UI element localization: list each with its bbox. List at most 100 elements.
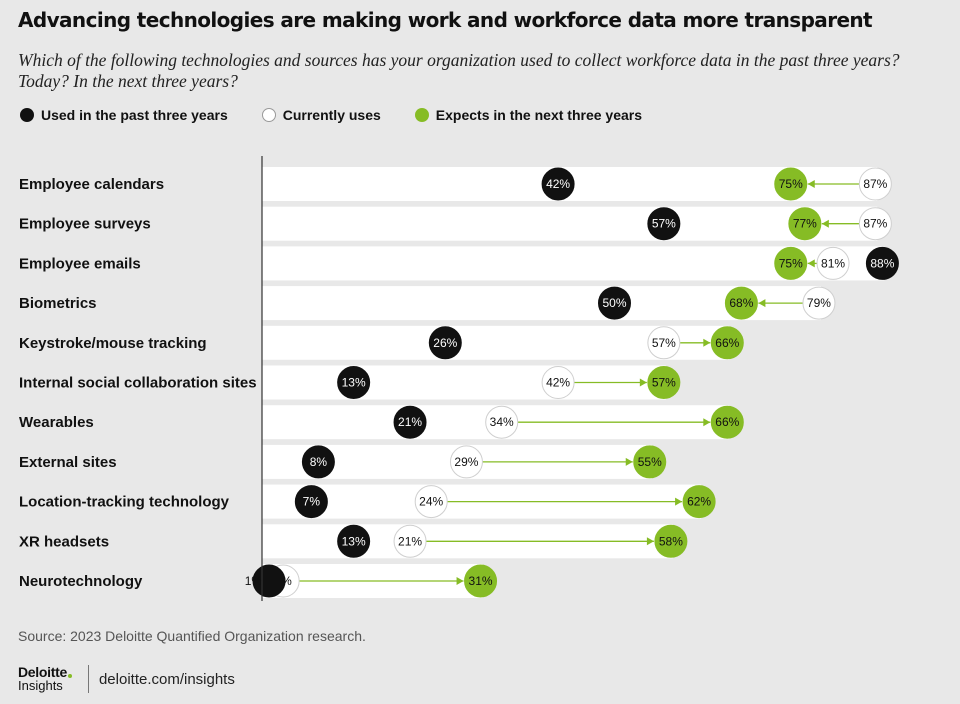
value-label-current-xr-headsets: 21% [398, 534, 422, 548]
dot-past-biometrics [598, 286, 631, 320]
dot-past-employee-surveys [647, 207, 681, 241]
row-label-xr-headsets: XR headsets [19, 533, 109, 550]
arrow-head-xr-headsets [646, 537, 654, 546]
dot-past-employee-calendars [541, 167, 575, 201]
dot-current-employee-emails [816, 246, 850, 280]
dot-past-internal-social-collaboration-sites [337, 366, 371, 399]
row-label-keystroke-mouse-tracking: Keystroke/mouse tracking [19, 335, 207, 352]
dot-future-location-tracking-technology [682, 485, 716, 519]
legend-item-future: Expects in the next three years [414, 107, 642, 123]
value-label-current-biometrics: 79% [807, 296, 831, 310]
dot-future-biometrics [724, 286, 758, 320]
value-label-future-employee-emails: 75% [779, 256, 803, 270]
dot-past-xr-headsets [337, 524, 371, 558]
value-label-current-wearables: 34% [490, 415, 514, 429]
value-label-past-employee-calendars: 42% [546, 177, 570, 191]
legend-item-current: Currently uses [261, 107, 381, 123]
dot-future-xr-headsets [654, 524, 688, 558]
legend-label-past: Used in the past three years [41, 107, 228, 123]
deloitte-insights-logo: Deloitte Insights [18, 664, 72, 692]
value-label-current-employee-calendars: 87% [863, 177, 887, 191]
dot-future-employee-emails [774, 246, 808, 280]
dot-current-location-tracking-technology [414, 485, 448, 519]
arrow-head-employee-calendars [807, 180, 815, 188]
value-label-current-employee-surveys: 87% [863, 217, 887, 231]
value-label-current-keystroke-mouse-tracking: 57% [652, 336, 676, 350]
arrow-head-keystroke-mouse-tracking [703, 338, 711, 347]
row-label-biometrics: Biometrics [19, 295, 97, 312]
brand-divider [87, 665, 89, 693]
row-label-employee-calendars: Employee calendars [19, 176, 164, 193]
value-label-future-biometrics: 68% [729, 296, 753, 310]
brand-url-link[interactable]: deloitte.com/insights [98, 670, 235, 688]
dot-current-xr-headsets [393, 524, 427, 558]
row-label-external-sites: External sites [19, 454, 117, 471]
dot-current-wearables [485, 405, 519, 439]
arrow-head-wearables [703, 418, 711, 427]
dot-past-wearables [393, 405, 427, 439]
arrow-head-employee-emails [807, 259, 815, 268]
legend-swatch-current [261, 108, 276, 122]
value-label-future-xr-headsets: 58% [659, 534, 683, 548]
value-label-future-employee-surveys: 77% [793, 217, 817, 231]
arrow-head-biometrics [758, 299, 766, 308]
source-note: Source: 2023 Deloitte Quantified Organiz… [18, 628, 366, 644]
value-label-past-location-tracking-technology: 7% [303, 495, 321, 509]
dot-future-internal-social-collaboration-sites [647, 366, 681, 399]
value-label-past-employee-surveys: 57% [652, 217, 676, 231]
legend-swatch-future [414, 108, 429, 122]
dot-range-chart: Employee calendars 87% 75% 42% Employee surv… [19, 156, 899, 601]
value-label-past-keystroke-mouse-tracking: 26% [433, 336, 457, 350]
value-label-past-wearables: 21% [398, 415, 422, 429]
value-label-current-employee-emails: 81% [821, 256, 845, 270]
dot-future-neurotechnology [464, 564, 498, 598]
dot-past-location-tracking-technology [294, 485, 328, 519]
dot-future-keystroke-mouse-tracking [710, 326, 744, 360]
dot-future-employee-calendars [774, 167, 808, 201]
dot-current-external-sites [449, 445, 483, 479]
row-label-wearables: Wearables [19, 414, 94, 431]
arrow-head-internal-social-collaboration-sites [639, 378, 647, 387]
value-label-future-wearables: 66% [715, 415, 739, 429]
row-label-internal-social-collaboration-sites: Internal social collaboration sites [19, 375, 257, 392]
value-label-past-employee-emails: 88% [870, 256, 894, 270]
dot-future-external-sites [633, 445, 667, 479]
row-label-neurotechnology: Neurotechnology [19, 573, 143, 590]
value-label-current-location-tracking-technology: 24% [419, 495, 443, 509]
value-label-future-location-tracking-technology: 62% [687, 495, 711, 509]
legend-label-current: Currently uses [282, 107, 381, 123]
dot-past-neurotechnology [252, 564, 286, 598]
value-label-past-neurotechnology: 1% [245, 574, 263, 588]
dot-past-employee-emails [865, 246, 899, 280]
chart-subtitle: Which of the following technologies and … [18, 50, 900, 91]
dot-future-employee-surveys [788, 207, 822, 241]
value-label-current-internal-social-collaboration-sites: 42% [546, 376, 570, 390]
value-label-future-keystroke-mouse-tracking: 66% [715, 336, 739, 350]
value-label-current-external-sites: 29% [454, 455, 478, 469]
value-label-future-employee-calendars: 75% [779, 177, 803, 191]
dot-current-internal-social-collaboration-sites [541, 366, 575, 399]
value-label-past-internal-social-collaboration-sites: 13% [342, 376, 366, 390]
row-label-employee-surveys: Employee surveys [19, 216, 151, 233]
dot-current-employee-calendars [858, 167, 892, 201]
legend: Used in the past three years Currently u… [20, 106, 676, 124]
brand-footer: Deloitte Insights deloitte.com/insights [18, 664, 235, 694]
dot-future-wearables [710, 405, 744, 439]
value-label-past-xr-headsets: 13% [342, 534, 366, 548]
dot-current-employee-surveys [858, 207, 892, 241]
value-label-future-external-sites: 55% [638, 455, 662, 469]
dot-current-biometrics [802, 286, 836, 320]
bar-employee-surveys [262, 206, 878, 241]
legend-label-future: Expects in the next three years [435, 107, 642, 123]
logo-wordmark: Deloitte [18, 664, 67, 680]
arrow-head-location-tracking-technology [675, 497, 683, 506]
row-label-employee-emails: Employee emails [19, 255, 141, 272]
arrow-head-employee-surveys [821, 219, 829, 228]
logo-green-dot [67, 673, 72, 678]
dot-past-keystroke-mouse-tracking [428, 326, 462, 360]
legend-item-past: Used in the past three years [20, 107, 228, 123]
arrow-head-neurotechnology [456, 577, 464, 585]
value-label-future-neurotechnology: 31% [469, 574, 493, 588]
dot-current-keystroke-mouse-tracking [647, 326, 681, 360]
chart-title: Advancing technologies are making work a… [18, 8, 873, 32]
